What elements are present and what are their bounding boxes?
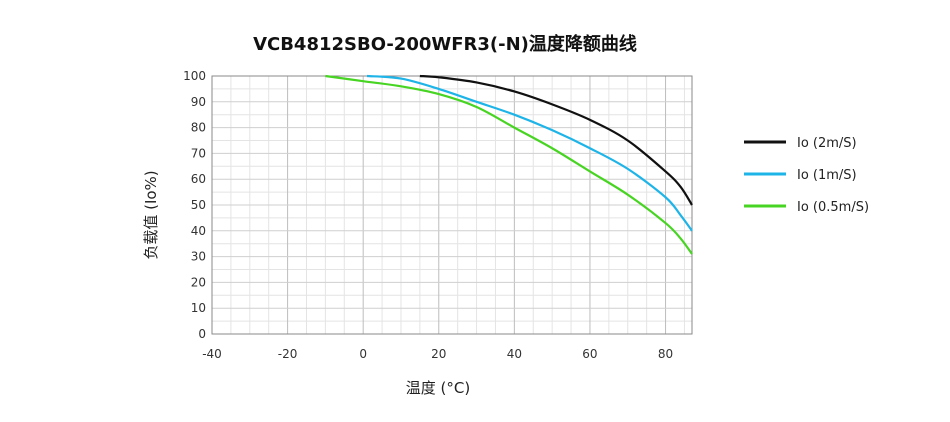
y-tick-label: 90 bbox=[191, 95, 206, 109]
ticks: -40 -20 0 20 40 60 80 0 10 20 30 40 50 60 70 80 90 100 bbox=[183, 69, 673, 361]
x-tick-label: 80 bbox=[658, 347, 673, 361]
y-tick-label: 0 bbox=[198, 327, 206, 341]
y-tick-label: 30 bbox=[191, 250, 206, 264]
series bbox=[325, 74, 693, 255]
x-tick-label: 0 bbox=[359, 347, 367, 361]
y-tick-label: 80 bbox=[191, 121, 206, 135]
y-tick-label: 100 bbox=[183, 69, 206, 83]
legend-label-1: Io (2m/S) bbox=[797, 136, 857, 151]
y-axis-title: 负载值 (Io%) bbox=[142, 170, 160, 259]
x-tick-label: -40 bbox=[202, 347, 222, 361]
series-line-2 bbox=[366, 74, 693, 232]
y-tick-label: 20 bbox=[191, 275, 206, 289]
y-tick-label: 40 bbox=[191, 224, 206, 238]
legend-label-2: Io (1m/S) bbox=[797, 168, 857, 183]
series-line-3 bbox=[325, 74, 693, 255]
legend: Io (2m/S) Io (1m/S) Io (0.5m/S) bbox=[744, 136, 869, 215]
series-line-1 bbox=[419, 74, 693, 206]
x-axis-title: 温度 (°C) bbox=[406, 379, 470, 397]
legend-label-3: Io (0.5m/S) bbox=[797, 200, 869, 215]
y-tick-label: 50 bbox=[191, 198, 206, 212]
chart-title: VCB4812SBO-200WFR3(-N)温度降额曲线 bbox=[253, 33, 637, 55]
y-tick-label: 60 bbox=[191, 172, 206, 186]
y-tick-label: 70 bbox=[191, 146, 206, 160]
x-tick-label: 60 bbox=[582, 347, 597, 361]
grid bbox=[211, 75, 692, 335]
x-tick-label: 40 bbox=[507, 347, 522, 361]
x-tick-label: -20 bbox=[278, 347, 298, 361]
x-tick-label: 20 bbox=[431, 347, 446, 361]
y-tick-label: 10 bbox=[191, 301, 206, 315]
